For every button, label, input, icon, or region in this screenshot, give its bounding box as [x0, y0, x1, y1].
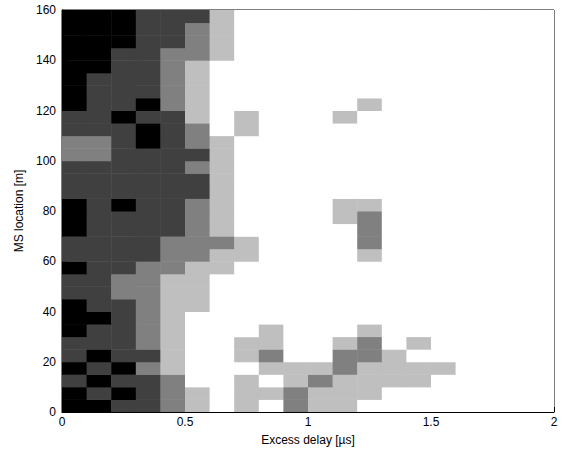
svg-text:20: 20 — [43, 355, 57, 369]
svg-text:0: 0 — [49, 405, 56, 419]
svg-text:2: 2 — [551, 415, 558, 429]
svg-text:1: 1 — [305, 415, 312, 429]
svg-text:80: 80 — [43, 204, 57, 218]
svg-text:Excess delay [µs]: Excess delay [µs] — [261, 433, 355, 447]
svg-text:140: 140 — [36, 53, 56, 67]
svg-text:100: 100 — [36, 154, 56, 168]
svg-text:120: 120 — [36, 104, 56, 118]
svg-text:MS location [m]: MS location [m] — [12, 170, 26, 253]
svg-text:1.5: 1.5 — [423, 415, 440, 429]
svg-text:160: 160 — [36, 3, 56, 17]
svg-text:0.5: 0.5 — [177, 415, 194, 429]
svg-text:60: 60 — [43, 254, 57, 268]
svg-text:40: 40 — [43, 305, 57, 319]
svg-text:0: 0 — [59, 415, 66, 429]
